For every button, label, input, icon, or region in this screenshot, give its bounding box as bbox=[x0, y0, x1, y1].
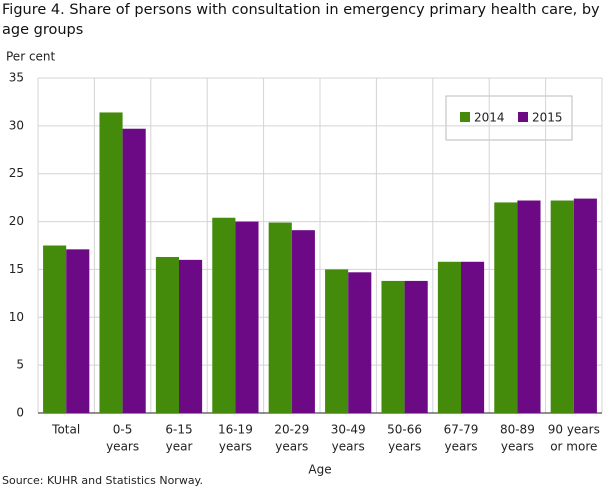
x-tick-label: 16-19 bbox=[218, 423, 253, 437]
x-tick-label: 90 years bbox=[548, 423, 600, 437]
bar bbox=[212, 217, 236, 413]
bar bbox=[404, 280, 428, 413]
y-tick-label: 20 bbox=[9, 214, 24, 228]
bar bbox=[517, 200, 541, 413]
y-axis-label: Per cent bbox=[6, 50, 56, 64]
legend-swatch bbox=[518, 112, 528, 122]
x-tick-label: 50-66 bbox=[387, 423, 422, 437]
y-tick-label: 25 bbox=[9, 166, 24, 180]
x-tick-label: Total bbox=[51, 423, 80, 437]
bar bbox=[550, 200, 574, 413]
y-tick-label: 0 bbox=[16, 406, 24, 420]
bar bbox=[155, 256, 179, 413]
x-tick-label: years bbox=[106, 440, 139, 454]
source: Source: KUHR and Statistics Norway. bbox=[2, 474, 203, 487]
x-tick-label: years bbox=[219, 440, 252, 454]
legend-label: 2015 bbox=[532, 111, 563, 125]
y-tick-label: 5 bbox=[16, 358, 24, 372]
x-tick-label: 20-29 bbox=[274, 423, 309, 437]
bar bbox=[494, 202, 518, 413]
x-axis-label: Age bbox=[308, 463, 331, 477]
bar bbox=[573, 198, 597, 413]
x-tick-label: year bbox=[166, 440, 193, 454]
bar bbox=[179, 259, 203, 413]
bar bbox=[291, 230, 315, 413]
x-tick-label: 0-5 bbox=[113, 423, 133, 437]
legend-swatch bbox=[460, 112, 470, 122]
bar bbox=[99, 112, 123, 413]
bar bbox=[325, 269, 349, 413]
y-tick-label: 35 bbox=[9, 71, 24, 85]
y-tick-label: 10 bbox=[9, 310, 24, 324]
bar bbox=[381, 280, 405, 413]
x-tick-label: or more bbox=[550, 440, 597, 454]
bar bbox=[66, 249, 90, 413]
y-tick-label: 30 bbox=[9, 118, 24, 132]
x-tick-label: 80-89 bbox=[500, 423, 535, 437]
bar bbox=[122, 128, 146, 413]
x-tick-label: 6-15 bbox=[165, 423, 192, 437]
bar bbox=[437, 261, 461, 413]
x-tick-label: years bbox=[501, 440, 534, 454]
x-tick-label: years bbox=[388, 440, 421, 454]
bar bbox=[461, 261, 485, 413]
bar bbox=[268, 222, 292, 413]
y-tick-label: 15 bbox=[9, 262, 24, 276]
legend-label: 2014 bbox=[474, 111, 505, 125]
bar bbox=[348, 272, 372, 413]
x-tick-label: years bbox=[332, 440, 365, 454]
x-tick-label: 30-49 bbox=[331, 423, 366, 437]
bar bbox=[43, 245, 67, 413]
x-tick-label: years bbox=[275, 440, 308, 454]
x-tick-label: 67-79 bbox=[444, 423, 479, 437]
chart-title: Figure 4. Share of persons with consulta… bbox=[2, 2, 600, 38]
bar bbox=[235, 221, 259, 413]
x-tick-label: years bbox=[444, 440, 477, 454]
